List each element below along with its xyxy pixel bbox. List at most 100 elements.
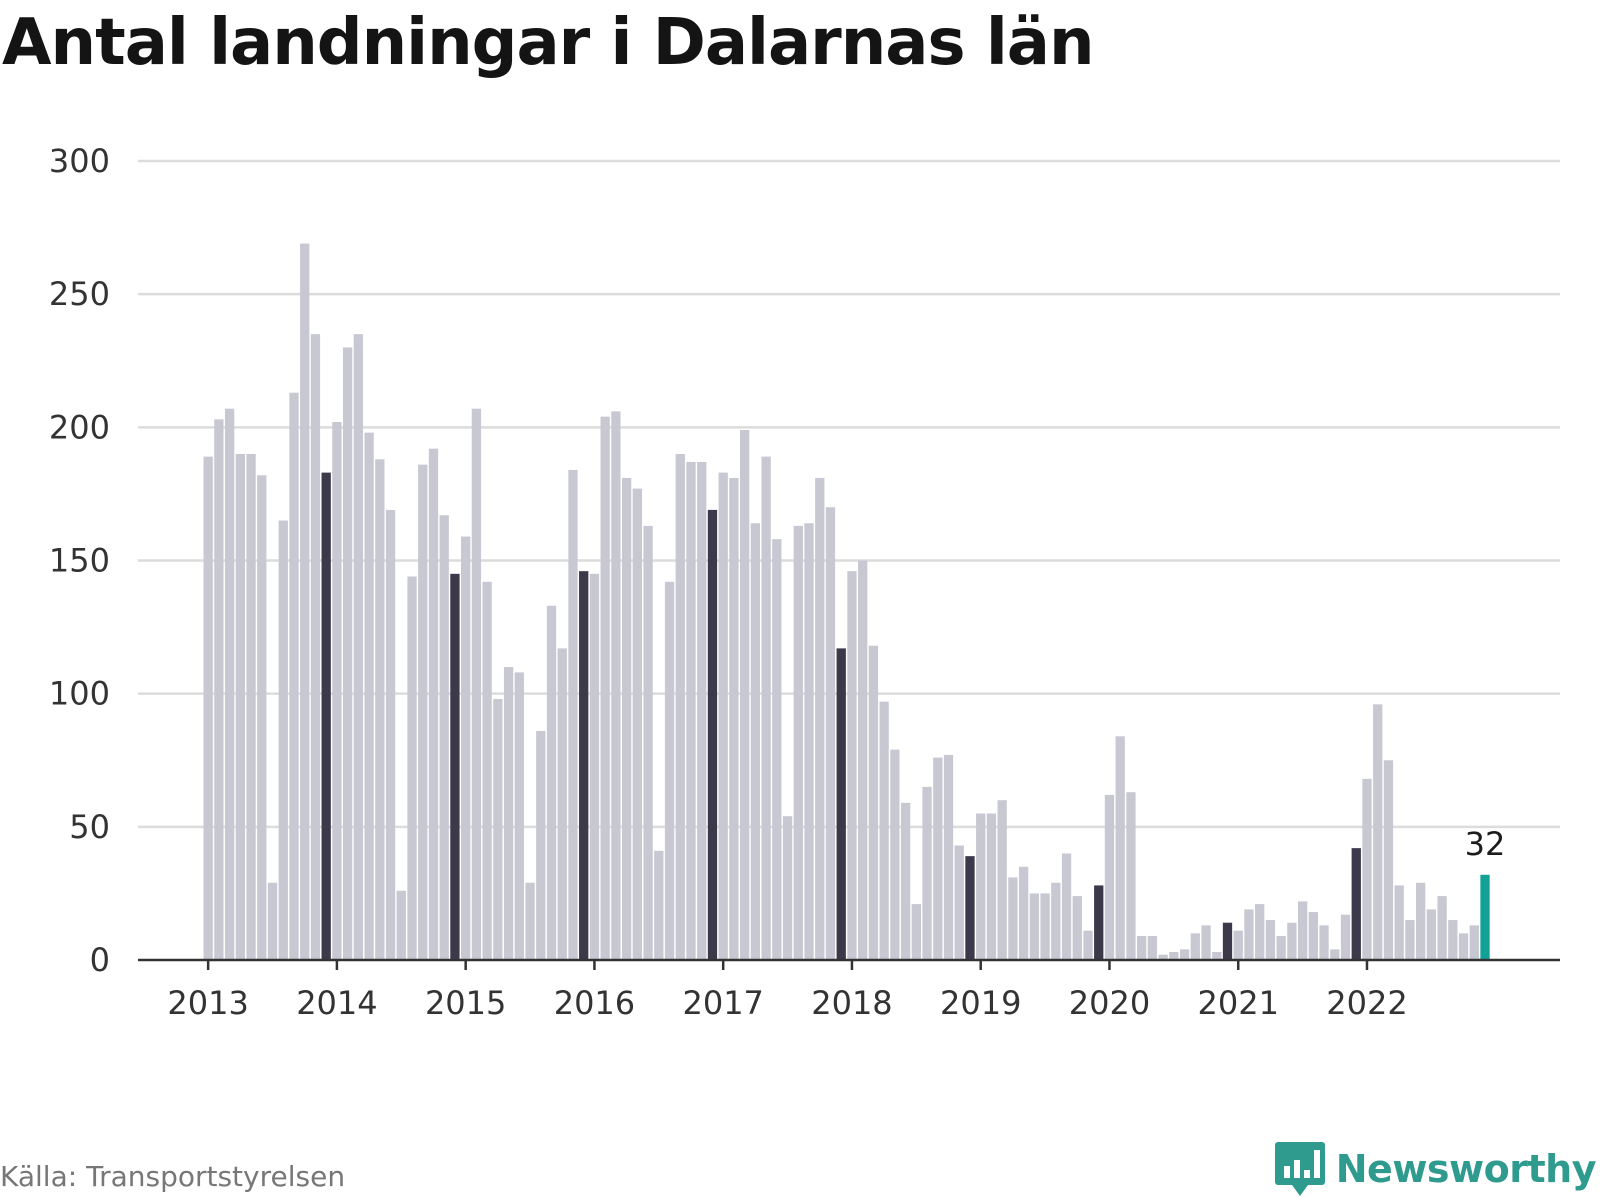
x-tick-label: 2017 [682, 984, 763, 1022]
bar [825, 507, 836, 960]
bar [954, 845, 964, 960]
bar [750, 523, 761, 960]
bar [847, 571, 857, 960]
y-tick-label: 250 [49, 275, 110, 313]
bar [1405, 920, 1415, 960]
bar [1330, 949, 1340, 960]
bar [997, 800, 1007, 960]
bar [933, 757, 943, 960]
bar [911, 904, 921, 960]
bar [407, 576, 417, 960]
bar [1458, 933, 1469, 960]
x-tick-label: 2018 [811, 984, 892, 1022]
bar [782, 816, 793, 960]
bar [858, 560, 868, 960]
x-tick-label: 2014 [296, 984, 377, 1022]
x-tick-label: 2019 [940, 984, 1021, 1022]
bar [1040, 893, 1050, 960]
bar [439, 515, 449, 960]
bar [1212, 952, 1222, 960]
bar [1415, 882, 1426, 960]
bar [1287, 922, 1297, 960]
x-tick-label: 2013 [167, 984, 248, 1022]
bar [482, 581, 492, 960]
bar [965, 856, 975, 960]
x-axis-ticks: 2013 2014 2015 2016 2017 2018 2019 2020 2021 2022 [167, 960, 1408, 1022]
bar [310, 334, 321, 960]
bar [793, 525, 803, 960]
bar [503, 667, 514, 960]
bar [1179, 949, 1190, 960]
bar [1137, 936, 1147, 960]
bar [1244, 909, 1254, 960]
bar [976, 813, 986, 960]
bar [1126, 792, 1136, 960]
bar [235, 453, 245, 960]
chart-title: Antal landningar i Dalarnas län [2, 6, 1095, 80]
bar [214, 419, 224, 960]
bar [450, 573, 460, 960]
y-tick-label: 300 [49, 142, 110, 180]
bar [289, 392, 299, 961]
bar [257, 475, 267, 960]
bar [1190, 933, 1200, 960]
bar [514, 672, 524, 960]
x-tick-label: 2015 [425, 984, 506, 1022]
bar [278, 520, 288, 960]
latest-value-label: 32 [1465, 825, 1506, 863]
bar [1448, 920, 1458, 960]
bar [224, 408, 235, 960]
bar [1362, 778, 1372, 960]
bar [986, 813, 997, 960]
bar [461, 536, 471, 960]
bar [879, 701, 889, 960]
bar [342, 347, 353, 960]
x-tick-label: 2016 [554, 984, 635, 1022]
bar [1383, 760, 1394, 960]
newsworthy-logo-icon [1274, 1142, 1325, 1196]
bar [1297, 901, 1308, 960]
bar [375, 459, 385, 960]
bar [675, 453, 685, 960]
y-tick-label: 50 [69, 808, 110, 846]
bar [1094, 885, 1104, 960]
source-note: Källa: Transportstyrelsen [0, 1160, 346, 1193]
bar [1437, 896, 1447, 960]
bar [418, 464, 428, 960]
bar [943, 754, 954, 960]
bar [772, 539, 782, 960]
bar [321, 472, 331, 960]
bar [1340, 914, 1351, 960]
bar [804, 523, 814, 960]
bar [471, 408, 482, 960]
bar [1308, 912, 1318, 960]
bar [1319, 925, 1329, 960]
bar [385, 509, 396, 960]
bar [890, 749, 900, 960]
bar [1169, 952, 1179, 960]
bar [1222, 922, 1233, 960]
bar [632, 488, 642, 960]
bar [836, 648, 846, 960]
x-tick-label: 2022 [1326, 984, 1407, 1022]
bar [922, 786, 932, 960]
bar [1072, 896, 1082, 960]
bar [643, 525, 653, 960]
y-tick-label: 100 [49, 675, 110, 713]
bar [1373, 704, 1383, 960]
y-tick-label: 200 [49, 408, 110, 446]
bar [267, 882, 278, 960]
bar [900, 802, 911, 960]
bar [1083, 930, 1093, 960]
bar [707, 509, 718, 960]
y-axis-ticks: 0 50 100 150 200 250 300 [49, 142, 110, 979]
bar [1201, 925, 1211, 960]
bar [761, 456, 771, 960]
bar [718, 472, 728, 960]
bar-series [203, 243, 1490, 961]
brand: Newsworthy [1274, 1140, 1597, 1198]
bar [868, 645, 879, 960]
bar [1029, 893, 1040, 960]
bar [536, 730, 546, 960]
